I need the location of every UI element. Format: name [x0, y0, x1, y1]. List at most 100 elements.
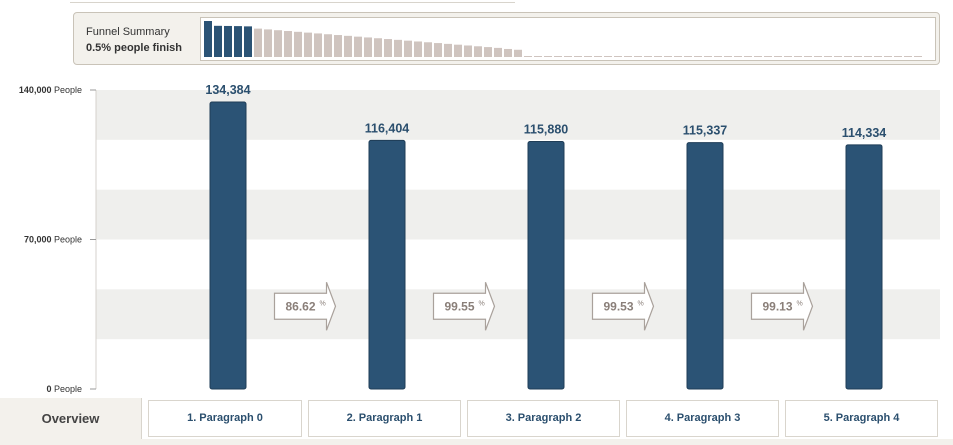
bar[interactable]: [686, 142, 724, 390]
bar-value-label: 115,337: [683, 124, 728, 138]
mini-funnel-bar: [524, 56, 532, 57]
mini-funnel-bar: [224, 25, 232, 57]
mini-funnel-bar: [704, 56, 712, 57]
bottom-bar: [0, 439, 953, 445]
arrow-shape: [273, 282, 337, 331]
mini-funnel-bar: [334, 35, 342, 57]
tab-step-2[interactable]: 2. Paragraph 1: [308, 400, 461, 437]
y-tick-label: 140,000 People: [19, 85, 82, 95]
mini-funnel-bar: [354, 36, 362, 57]
mini-funnel-bar: [244, 26, 252, 57]
mini-funnel-bar: [724, 56, 732, 57]
bar[interactable]: [527, 141, 565, 390]
mini-funnel-bar: [654, 56, 662, 57]
conversion-arrow: 86.62%: [273, 282, 337, 331]
mini-funnel-bar: [904, 56, 912, 57]
mini-funnel-bar: [614, 56, 622, 57]
mini-funnel-bar: [544, 56, 552, 57]
mini-funnel-bar: [324, 34, 332, 57]
mini-funnel-bar: [874, 56, 882, 57]
mini-funnel-bar: [754, 56, 762, 57]
mini-funnel-bar: [394, 39, 402, 57]
mini-funnel-bar: [504, 48, 512, 57]
funnel-mini-chart: [200, 17, 936, 61]
mini-funnel-bar: [694, 56, 702, 57]
mini-funnel-bar: [734, 56, 742, 57]
mini-funnel-bar: [434, 43, 442, 57]
y-tick-unit: People: [54, 85, 82, 95]
mini-funnel-bar: [794, 56, 802, 57]
mini-funnel-bar: [824, 56, 832, 57]
bar[interactable]: [209, 101, 247, 390]
mini-funnel-bar: [314, 33, 322, 57]
conversion-rate-unit: %: [638, 300, 644, 307]
mini-funnel-bar: [844, 56, 852, 57]
mini-funnel-bar: [454, 44, 462, 57]
mini-funnel-bar: [834, 56, 842, 57]
mini-funnel-bar: [584, 56, 592, 57]
arrow-shape: [432, 282, 496, 331]
tab-overview[interactable]: Overview: [0, 398, 142, 439]
conversion-rate-label: 99.13: [762, 299, 792, 313]
mini-funnel-bar: [234, 26, 242, 57]
y-tick-unit: People: [54, 235, 82, 245]
bar-value-label: 134,384: [205, 83, 250, 97]
mini-funnel-bar: [214, 25, 222, 57]
bar-value-label: 115,880: [524, 123, 569, 137]
funnel-mini-svg: [204, 21, 922, 57]
mini-funnel-bar: [374, 38, 382, 57]
tab-step-1[interactable]: 1. Paragraph 0: [148, 400, 302, 437]
conversion-rate-unit: %: [479, 300, 485, 307]
mini-funnel-bar: [554, 56, 562, 57]
tab-step-5[interactable]: 5. Paragraph 4: [785, 400, 938, 437]
mini-funnel-bar: [884, 56, 892, 57]
tab-step-3[interactable]: 3. Paragraph 2: [467, 400, 620, 437]
arrow-shape: [750, 282, 814, 331]
mini-funnel-bar: [764, 56, 772, 57]
mini-funnel-bar: [564, 56, 572, 57]
conversion-rate-label: 99.53: [603, 299, 633, 313]
conversion-arrow: 99.13%: [750, 282, 814, 331]
bar-value-label: 116,404: [365, 121, 410, 135]
step-tabs: Overview 1. Paragraph 0 2. Paragraph 1 3…: [0, 398, 953, 445]
mini-funnel-bar: [274, 30, 282, 57]
y-tick-label: 70,000 People: [24, 235, 82, 245]
y-tick-number: 140,000: [19, 85, 54, 95]
mini-funnel-bar: [254, 28, 262, 57]
mini-funnel-bar: [774, 56, 782, 57]
mini-funnel-bar: [914, 56, 922, 57]
mini-funnel-bar: [424, 42, 432, 57]
mini-funnel-bar: [574, 56, 582, 57]
funnel-summary-panel[interactable]: Funnel Summary 0.5% people finish: [73, 12, 940, 65]
mini-funnel-bar: [634, 56, 642, 57]
mini-funnel-bar: [294, 31, 302, 57]
mini-funnel-bar: [464, 45, 472, 57]
mini-funnel-bar: [814, 56, 822, 57]
mini-funnel-bar: [534, 56, 542, 57]
mini-funnel-bar: [784, 56, 792, 57]
conversion-rate-label: 86.62: [285, 299, 315, 313]
y-tick-number: 70,000: [24, 235, 54, 245]
conversion-arrow: 99.55%: [432, 282, 496, 331]
mini-funnel-bar: [284, 31, 292, 57]
mini-funnel-bar: [674, 56, 682, 57]
tab-step-4[interactable]: 4. Paragraph 3: [626, 400, 779, 437]
mini-funnel-bar: [514, 49, 522, 57]
mini-funnel-bar: [404, 40, 412, 57]
mini-funnel-bar: [364, 37, 372, 57]
mini-funnel-bar: [264, 29, 272, 57]
funnel-summary-subtitle: 0.5% people finish: [86, 42, 182, 54]
bar[interactable]: [845, 144, 883, 390]
mini-funnel-bar: [604, 56, 612, 57]
arrow-shape: [591, 282, 655, 331]
top-divider: [70, 0, 515, 3]
conversion-rate-unit: %: [320, 300, 326, 307]
mini-funnel-bar: [384, 39, 392, 57]
bar[interactable]: [368, 139, 406, 390]
y-tick-number: 0: [46, 384, 54, 394]
mini-funnel-bar: [664, 56, 672, 57]
conversion-arrow: 99.53%: [591, 282, 655, 331]
mini-funnel-bar: [494, 47, 502, 57]
mini-funnel-bar: [714, 56, 722, 57]
